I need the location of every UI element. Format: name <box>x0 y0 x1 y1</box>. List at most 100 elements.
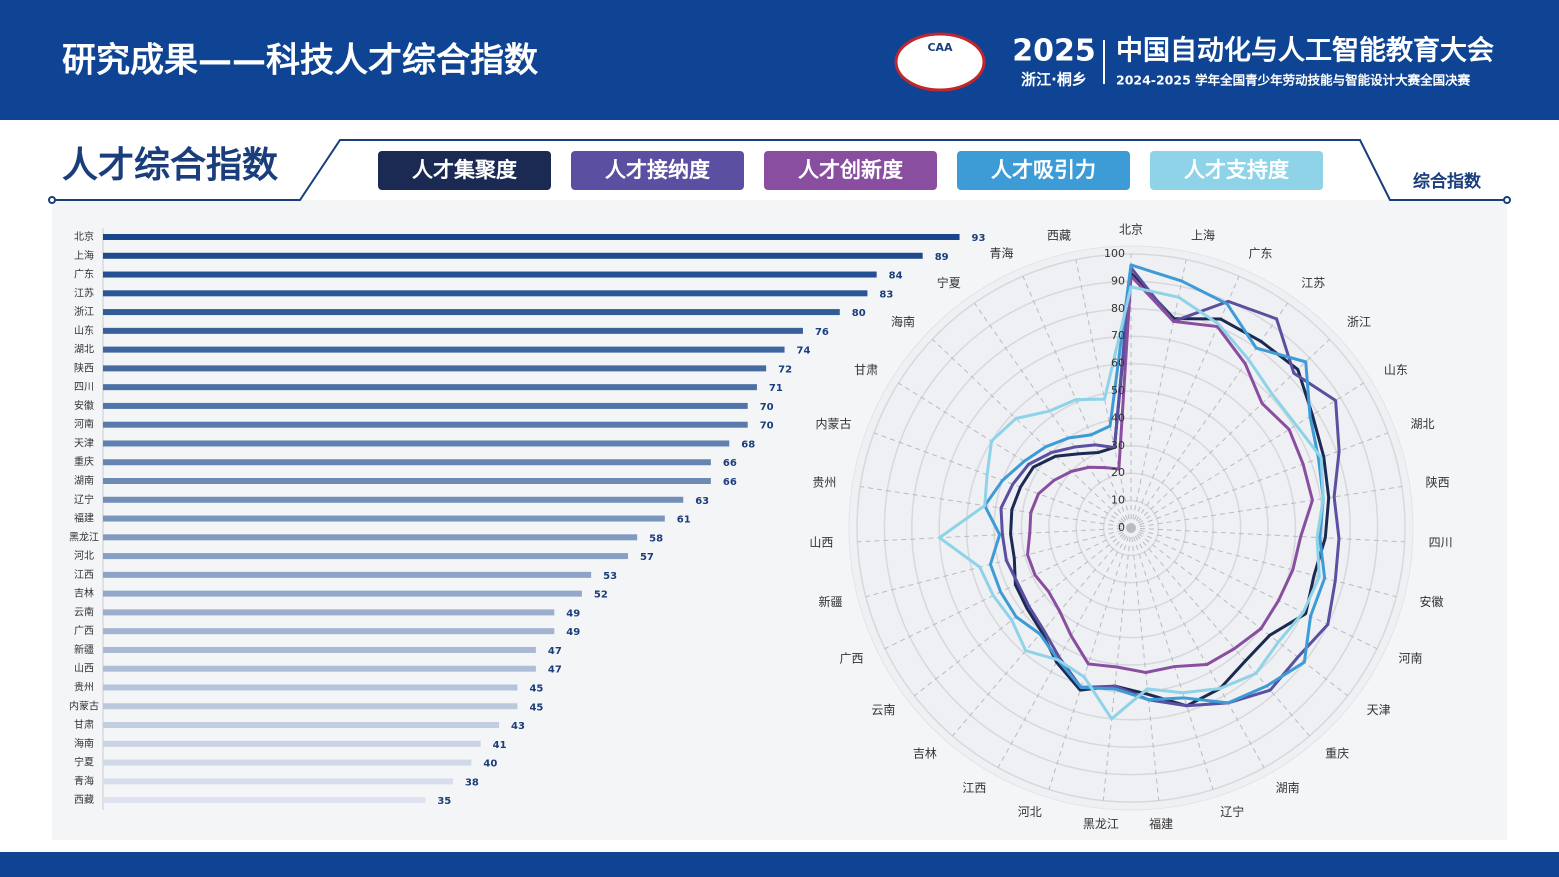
y-tick-label: 贵州 <box>74 680 94 693</box>
spoke <box>914 527 1132 697</box>
value-label: 70 <box>760 421 774 432</box>
bar <box>103 496 684 503</box>
category-label: 云南 <box>871 702 895 717</box>
category-label: 甘肃 <box>854 363 878 377</box>
spoke <box>1130 486 1402 529</box>
legend-button <box>764 151 937 190</box>
category-label: 江西 <box>962 781 986 795</box>
radar-line <box>1009 271 1331 708</box>
radar-line <box>937 285 1325 721</box>
category-label: 北京 <box>1119 223 1143 237</box>
bar <box>103 384 757 391</box>
bar <box>103 571 592 578</box>
spoke <box>865 527 1132 598</box>
spoke <box>1048 527 1132 790</box>
bar <box>103 290 868 297</box>
value-label: 76 <box>815 327 829 338</box>
frame-dot <box>1503 196 1511 204</box>
spoke <box>1130 527 1405 543</box>
bar <box>103 740 481 747</box>
category-label: 福建 <box>1149 816 1173 831</box>
spoke <box>1130 432 1389 529</box>
y-tick-label: 陕西 <box>74 361 94 374</box>
r-tick-label: 90 <box>1111 274 1125 287</box>
category-label: 山西 <box>809 536 833 550</box>
value-label: 41 <box>493 740 507 751</box>
bar <box>103 628 555 635</box>
y-tick-label: 海南 <box>74 737 94 750</box>
bar <box>103 703 518 710</box>
value-label: 66 <box>723 477 737 488</box>
legend-button <box>571 151 744 190</box>
y-tick-label: 上海 <box>74 249 94 262</box>
r-tick-label: 60 <box>1111 357 1125 370</box>
y-tick-label: 新疆 <box>74 643 94 656</box>
bar <box>103 797 426 804</box>
spoke <box>1075 259 1132 529</box>
category-label: 青海 <box>989 246 1013 261</box>
spoke <box>1130 527 1397 598</box>
value-label: 57 <box>640 552 654 563</box>
category-label: 湖北 <box>1410 416 1434 431</box>
category-label: 湖南 <box>1276 780 1300 795</box>
footer-band <box>0 852 1559 877</box>
category-label: 宁夏 <box>937 275 961 290</box>
value-label: 52 <box>594 590 608 601</box>
bar <box>103 309 840 316</box>
legend-label: 人才创新度 <box>798 158 903 182</box>
category-label: 内蒙古 <box>816 416 852 431</box>
spoke <box>1130 527 1265 768</box>
brand-subtitle: 2024-2025 学年全国青少年劳动技能与智能设计大赛全国决赛 <box>1116 73 1471 88</box>
y-tick-label: 安徽 <box>74 399 94 412</box>
spoke <box>898 382 1132 529</box>
category-label: 山东 <box>1384 363 1408 377</box>
y-tick-label: 西藏 <box>74 794 94 806</box>
category-label: 河北 <box>1018 805 1042 819</box>
value-label: 89 <box>935 252 949 263</box>
value-label: 71 <box>769 383 783 394</box>
bar <box>103 590 582 597</box>
bar <box>103 459 711 466</box>
value-label: 45 <box>529 702 543 713</box>
y-tick-label: 江苏 <box>74 286 94 299</box>
value-label: 47 <box>548 646 562 657</box>
category-label: 重庆 <box>1325 747 1349 761</box>
brand-year: 2025 <box>1012 34 1096 69</box>
legend-label: 人才支持度 <box>1184 158 1289 182</box>
y-tick-label: 天津 <box>74 437 94 449</box>
legend-button <box>1150 151 1323 190</box>
legend-label: 人才接纳度 <box>605 158 710 182</box>
bar <box>103 534 638 541</box>
y-tick-label: 重庆 <box>74 455 94 468</box>
spoke <box>932 338 1132 529</box>
bar <box>103 440 730 447</box>
spoke <box>1130 527 1348 697</box>
bar <box>103 722 500 729</box>
value-label: 72 <box>778 364 792 375</box>
category-label: 浙江 <box>1347 315 1371 329</box>
spoke <box>1130 259 1187 529</box>
value-label: 38 <box>465 777 479 788</box>
value-label: 61 <box>677 515 691 526</box>
brand-location: 浙江·桐乡 <box>1021 71 1087 89</box>
bar <box>103 365 767 372</box>
r-tick-label: 30 <box>1111 439 1125 452</box>
bar <box>103 327 803 334</box>
category-label: 广东 <box>1249 247 1273 261</box>
value-label: 63 <box>695 496 709 507</box>
y-tick-label: 青海 <box>74 774 94 787</box>
category-label: 贵州 <box>812 475 836 489</box>
value-label: 84 <box>889 271 903 282</box>
category-label: 江苏 <box>1301 276 1325 290</box>
header-band <box>0 0 1559 120</box>
y-tick-label: 四川 <box>74 382 94 393</box>
y-tick-label: 广东 <box>74 268 94 281</box>
spoke <box>1130 527 1378 650</box>
category-label: 西藏 <box>1047 229 1071 243</box>
category-label: 新疆 <box>818 594 842 609</box>
spoke <box>1130 338 1330 529</box>
value-label: 83 <box>879 289 893 300</box>
spoke <box>974 302 1132 529</box>
value-label: 43 <box>511 721 525 732</box>
spoke <box>1130 382 1364 529</box>
